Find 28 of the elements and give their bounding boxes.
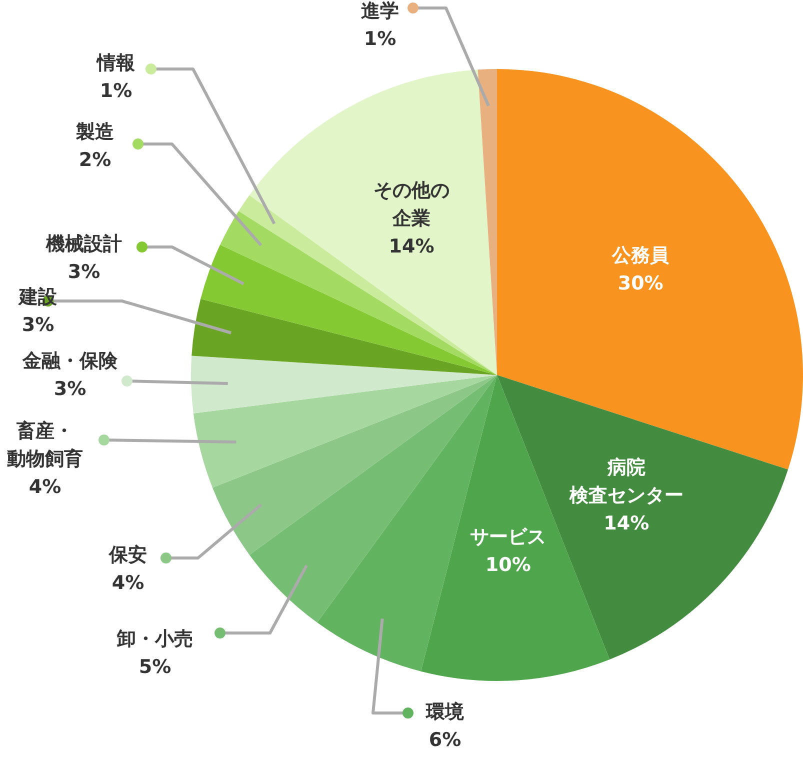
legend-label: 保安 <box>108 544 147 566</box>
slice-label: サービス <box>470 526 546 548</box>
slice-label: 建設 <box>17 286 58 308</box>
data-label: 4% <box>28 476 62 498</box>
data-label: 5% <box>138 656 172 678</box>
data-label: 3% <box>68 260 100 283</box>
data-label: 3% <box>22 314 54 336</box>
slice-label: 公務員 <box>611 244 670 267</box>
legend-label: 卸・小売 <box>116 628 193 650</box>
data-label: 30% <box>618 272 664 295</box>
data-label: 2% <box>78 148 112 171</box>
legend-label: 情報 <box>96 52 136 74</box>
data-label: 6% <box>428 728 462 751</box>
data-label: 14% <box>388 235 434 258</box>
legend-label: 畜産・動物飼育 <box>6 420 83 470</box>
slice-label: 環境 <box>425 700 464 723</box>
slice-label: その他の企業 <box>374 179 450 230</box>
legend-label: 製造 <box>75 120 115 143</box>
data-label: 1% <box>100 80 132 102</box>
data-label: 14% <box>604 512 650 534</box>
legend-label: 機械設計 <box>45 232 122 255</box>
data-label: 3% <box>54 378 86 400</box>
data-label: 1% <box>364 28 396 50</box>
legend-label: 進学 <box>361 0 399 22</box>
data-label: 4% <box>112 572 144 594</box>
slice-label: 金融・保険 <box>22 350 118 372</box>
data-label: 10% <box>485 554 531 576</box>
slice-label: 病院検査センター <box>568 456 684 506</box>
